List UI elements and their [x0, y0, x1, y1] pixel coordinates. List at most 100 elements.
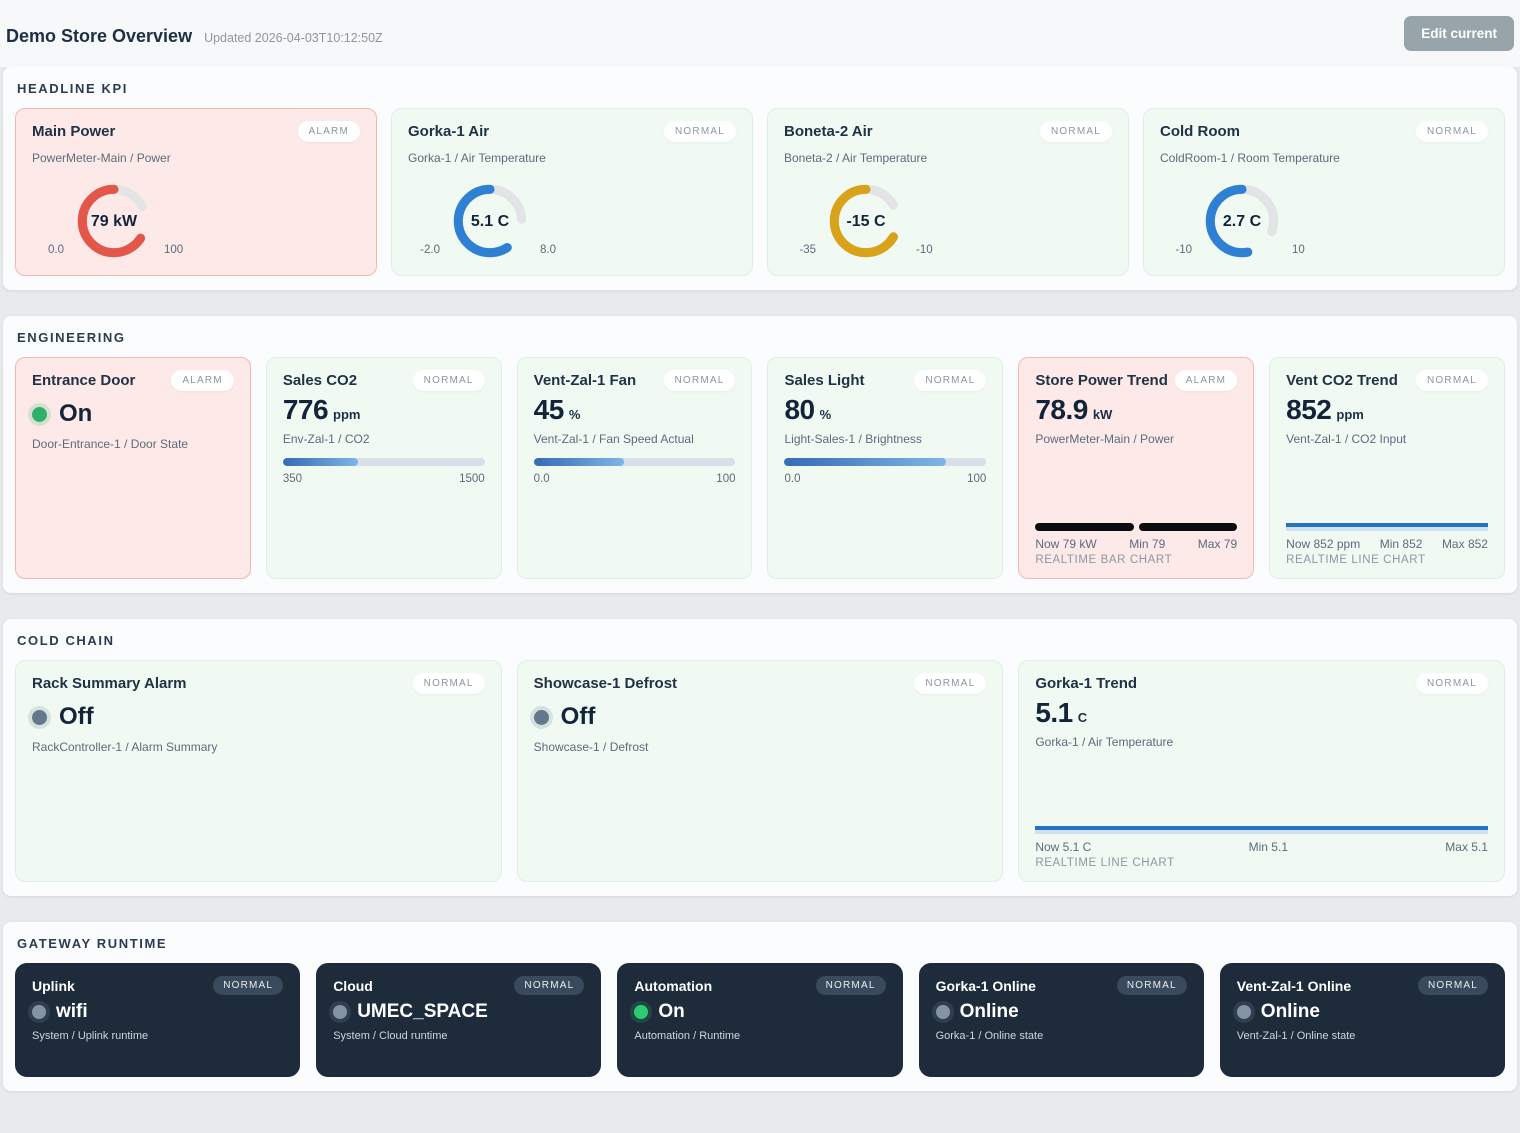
progress-bar	[533, 458, 736, 466]
gauge-value: 79 kW	[90, 213, 138, 230]
trend-max: Max 79	[1197, 537, 1238, 551]
datapoint-label: ColdRoom-1 / Room Temperature	[1160, 151, 1340, 165]
datapoint-label: Vent-Zal-1 / Fan Speed Actual	[533, 432, 694, 446]
card-rack-summary-alarm[interactable]: Rack Summary Alarm NORMAL Off RackContro…	[15, 660, 502, 882]
card-title: Boneta-2 Air	[784, 123, 873, 140]
datapoint-label: Vent-Zal-1 / CO2 Input	[1286, 432, 1407, 446]
card-sales-light[interactable]: Sales Light NORMAL 80% Light-Sales-1 / B…	[767, 357, 1004, 579]
datapoint-label: Env-Zal-1 / CO2	[282, 432, 370, 446]
gauge-arc-icon	[829, 184, 903, 258]
status-badge: NORMAL	[664, 121, 736, 142]
section-engineering: ENGINEERING Entrance Door ALARM On Door-…	[3, 316, 1517, 593]
datapoint-label: Gorka-1 / Air Temperature	[408, 151, 546, 165]
trend-min: Min 5.1	[1248, 840, 1288, 854]
chart-caption: REALTIME LINE CHART	[1286, 554, 1426, 566]
kpi-card-boneta2-air[interactable]: Boneta-2 Air NORMAL Boneta-2 / Air Tempe…	[767, 108, 1129, 276]
value-readout: 45%	[533, 394, 581, 425]
card-cloud[interactable]: Cloud NORMAL UMEC_SPACE System / Cloud r…	[316, 963, 602, 1077]
card-title: Uplink	[32, 978, 75, 994]
range-labels: 350 1500	[283, 473, 485, 485]
state-value: On	[658, 1001, 685, 1022]
card-title: Cold Room	[1160, 123, 1240, 140]
card-automation[interactable]: Automation NORMAL On Automation / Runtim…	[617, 963, 903, 1077]
gauge: -15 C -35 -10	[799, 173, 933, 269]
trend-stats: Now 5.1 C Min 5.1 Max 5.1	[1035, 840, 1488, 854]
gauge-min: -2.0	[420, 244, 440, 256]
card-title: Cloud	[333, 978, 373, 994]
status-badge: NORMAL	[914, 673, 987, 694]
datapoint-label: PowerMeter-Main / Power	[32, 151, 171, 165]
kpi-card-gorka1-air[interactable]: Gorka-1 Air NORMAL Gorka-1 / Air Tempera…	[391, 108, 753, 276]
trend-block: Now 79 kW Min 79 Max 79 REALTIME BAR CHA…	[1035, 523, 1238, 566]
card-title: Store Power Trend	[1035, 372, 1168, 389]
gauge-max: -10	[916, 244, 933, 256]
card-title: Vent-Zal-1 Fan	[533, 372, 637, 389]
range-min: 350	[282, 473, 303, 485]
status-badge: NORMAL	[213, 976, 284, 995]
status-badge: NORMAL	[514, 976, 585, 995]
card-vent-fan[interactable]: Vent-Zal-1 Fan NORMAL 45% Vent-Zal-1 / F…	[516, 357, 753, 579]
datapoint-label: Vent-Zal-1 / Online state	[1236, 1030, 1356, 1042]
status-badge: NORMAL	[412, 370, 485, 391]
range-min: 0.0	[533, 473, 550, 485]
gauge: 79 kW 0.0 100	[48, 173, 183, 269]
range-max: 100	[716, 473, 736, 485]
trend-min: Min 79	[1129, 537, 1166, 551]
card-uplink[interactable]: Uplink NORMAL wifi System / Uplink runti…	[15, 963, 301, 1077]
datapoint-label: Light-Sales-1 / Brightness	[784, 432, 922, 446]
trend-now: Now 79 kW	[1035, 537, 1097, 551]
state-value: wifi	[56, 1001, 88, 1022]
datapoint-label: RackController-1 / Alarm Summary	[32, 740, 218, 754]
card-gorka1-online[interactable]: Gorka-1 Online NORMAL Online Gorka-1 / O…	[918, 963, 1204, 1077]
trend-stats: Now 79 kW Min 79 Max 79	[1035, 537, 1237, 551]
status-badge: ALARM	[297, 121, 360, 142]
gauge-min: 0.0	[48, 244, 64, 256]
card-entrance-door[interactable]: Entrance Door ALARM On Door-Entrance-1 /…	[15, 357, 251, 579]
trend-min: Min 852	[1379, 537, 1423, 551]
chart-caption: REALTIME LINE CHART	[1035, 857, 1175, 869]
chart-caption: REALTIME BAR CHART	[1035, 554, 1173, 566]
gateway-grid: Uplink NORMAL wifi System / Uplink runti…	[15, 963, 1505, 1077]
status-badge: NORMAL	[1416, 370, 1488, 391]
gauge: 2.7 C -10 10	[1175, 173, 1305, 269]
card-title: Entrance Door	[32, 372, 136, 389]
state-dot-icon	[32, 406, 47, 422]
trend-block: Now 5.1 C Min 5.1 Max 5.1 REALTIME LINE …	[1035, 826, 1488, 869]
trend-block: Now 852 ppm Min 852 Max 852 REALTIME LIN…	[1286, 523, 1488, 566]
card-title: Sales Light	[784, 372, 865, 389]
datapoint-label: System / Uplink runtime	[32, 1030, 149, 1042]
card-vent-co2-trend[interactable]: Vent CO2 Trend NORMAL 852 ppm Vent-Zal-1 …	[1269, 357, 1505, 579]
status-badge: ALARM	[171, 370, 234, 391]
edit-current-button[interactable]: Edit current	[1404, 16, 1514, 51]
card-showcase-defrost[interactable]: Showcase-1 Defrost NORMAL Off Showcase-1…	[516, 660, 1004, 882]
value-readout: 80%	[784, 394, 832, 425]
kpi-card-cold-room[interactable]: Cold Room NORMAL ColdRoom-1 / Room Tempe…	[1143, 108, 1505, 276]
status-badge: NORMAL	[1418, 976, 1488, 995]
page-title: Demo Store Overview	[6, 26, 193, 46]
section-cold-chain: COLD CHAIN Rack Summary Alarm NORMAL Off…	[3, 619, 1517, 896]
card-sales-co2[interactable]: Sales CO2 NORMAL 776 ppm Env-Zal-1 / CO2 …	[265, 357, 502, 579]
range-labels: 0.0 100	[784, 473, 986, 485]
state-value: Online	[1260, 1001, 1320, 1022]
card-gorka1-trend[interactable]: Gorka-1 Trend NORMAL 5.1 C Gorka-1 / Air …	[1018, 660, 1505, 882]
value-readout: 78.9 kW	[1035, 394, 1113, 425]
state-dot-icon	[935, 1005, 950, 1019]
card-title: Gorka-1 Online	[935, 978, 1036, 994]
card-title: Rack Summary Alarm	[32, 675, 187, 692]
section-label: COLD CHAIN	[17, 633, 115, 648]
kpi-card-main-power[interactable]: Main Power ALARM PowerMeter-Main / Power…	[15, 108, 377, 276]
range-labels: 0.0 100	[534, 473, 736, 485]
state-dot-icon	[634, 1005, 649, 1019]
datapoint-label: Boneta-2 / Air Temperature	[784, 151, 928, 165]
status-badge: NORMAL	[663, 370, 736, 391]
progress-bar	[784, 458, 987, 466]
datapoint-label: Gorka-1 / Air Temperature	[1035, 735, 1174, 749]
section-gateway-runtime: GATEWAY RUNTIME Uplink NORMAL wifi Syste…	[3, 922, 1517, 1091]
state-value: Off	[59, 703, 94, 730]
gauge-arc-icon	[1205, 184, 1279, 258]
gauge-min: -35	[799, 244, 816, 256]
datapoint-label: System / Cloud runtime	[333, 1030, 448, 1042]
card-store-power-trend[interactable]: Store Power Trend ALARM 78.9 kW PowerMete…	[1018, 357, 1255, 579]
card-vent-zal1-online[interactable]: Vent-Zal-1 Online NORMAL Online Vent-Zal…	[1219, 963, 1505, 1077]
section-label: GATEWAY RUNTIME	[17, 936, 168, 951]
